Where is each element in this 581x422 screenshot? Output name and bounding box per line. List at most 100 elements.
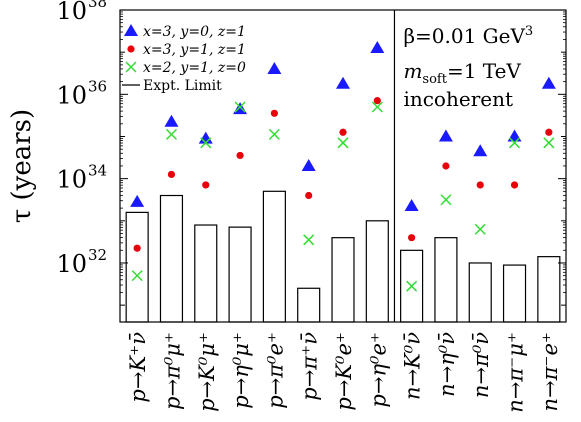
x-category-label: p→K⁰e⁺ (332, 332, 356, 411)
cross-point (406, 280, 418, 292)
cross-point (200, 137, 212, 149)
x-category-label: n→K⁰ν̄ (401, 332, 425, 400)
series-dot (133, 97, 553, 252)
triangle-point (473, 144, 488, 157)
cross-point (474, 223, 486, 235)
y-tick-label: 10 (56, 250, 87, 278)
legend: x=3, y=0, z=1 x=3, y=1, z=1 x=2, y=1, z=0 E… (122, 24, 246, 94)
triangle-point (507, 129, 522, 142)
cross-stroke (268, 128, 280, 140)
y-tick-label: 10 (56, 81, 87, 109)
cross-stroke (474, 223, 486, 235)
x-category-label: p→π⁰e⁺ (263, 332, 287, 409)
cross-stroke (234, 101, 246, 113)
dot-point (408, 234, 416, 242)
y-tick-exponent: 38 (88, 0, 107, 11)
cross-stroke (440, 194, 452, 206)
cross-stroke (125, 61, 137, 73)
cross-stroke (406, 280, 418, 292)
dot-point (373, 97, 381, 105)
expt-limit-bar (297, 287, 321, 323)
legend-label: x=3, y=0, z=1 (143, 24, 246, 40)
dot-point (236, 151, 244, 160)
expt-limit-bar (125, 211, 149, 323)
triangle-point (370, 40, 385, 53)
triangle-point (233, 102, 248, 115)
triangle-point (198, 131, 213, 144)
x-category-label: p→η⁰e⁺ (366, 332, 390, 408)
triangle-point (267, 62, 282, 75)
cross-stroke (200, 137, 212, 149)
annotation-beta-exponent: 3 (525, 24, 533, 39)
expt-limit-bar (400, 249, 424, 323)
x-category-label: p→π⁺ν̄ (298, 332, 322, 401)
triangle-point (541, 76, 556, 89)
expt-limit-bar (502, 264, 527, 323)
triangle-point (124, 24, 138, 36)
y-tick-exponent: 34 (88, 162, 107, 180)
y-tick-exponent: 32 (88, 246, 107, 264)
cross-stroke (337, 137, 349, 149)
cross-point (303, 234, 315, 246)
annotation-msoft-value: =1 TeV (447, 59, 521, 83)
cross-point (337, 137, 349, 149)
dot-point (476, 181, 484, 189)
annotation-incoherent: incoherent (403, 87, 513, 111)
triangle-point (164, 114, 179, 127)
dot-point (305, 191, 313, 200)
expt-limit-bar (228, 226, 252, 323)
series-cross (131, 101, 555, 292)
legend-label: x=2, y=1, z=0 (143, 60, 246, 76)
dot-point (510, 181, 519, 189)
cross-point (268, 128, 280, 140)
data-points (130, 40, 556, 292)
expt-limit-bar (262, 190, 286, 323)
cross-stroke (371, 101, 383, 113)
expt-limit-bars (125, 190, 561, 323)
x-category-label: p→K⁰μ⁺ (195, 332, 219, 412)
expt-limit-bar (159, 194, 184, 323)
triangle-point (404, 199, 419, 212)
expt-limit-bar (194, 224, 218, 323)
dot-point (167, 170, 176, 179)
y-tick-label: 10 (56, 0, 87, 25)
legend-label: x=3, y=1, z=1 (143, 42, 246, 58)
cross-point (234, 101, 246, 113)
expt-limit-bar (331, 237, 355, 323)
cross-stroke (165, 128, 177, 140)
x-category-label: p→η⁰μ⁺ (229, 332, 253, 409)
triangle-point (301, 159, 316, 171)
expt-limit-bar (434, 237, 458, 323)
x-category-label: n→π⁻μ⁺ (504, 332, 528, 413)
triangle-point (130, 194, 145, 207)
x-category-label: n→π⁻e⁺ (538, 332, 562, 412)
dot-point (545, 128, 553, 136)
annotation-msoft-symbol: m (403, 59, 422, 83)
expt-limit-bar (365, 220, 389, 323)
annotation-msoft: msoft=1 TeV (403, 59, 521, 87)
expt-limit-bar (468, 262, 492, 323)
x-category-label: p→π⁰μ⁺ (160, 332, 184, 410)
triangle-point (438, 129, 453, 142)
cross-point (371, 101, 383, 113)
dot-point (442, 162, 450, 170)
triangle-point (336, 76, 350, 89)
x-category-label: n→η⁰ν̄ (435, 332, 459, 397)
cross-stroke (131, 270, 143, 282)
cross-stroke (303, 234, 315, 246)
dot-point (270, 109, 278, 117)
x-category-label: p→K⁺ν̄ (126, 332, 150, 403)
dot-point (202, 181, 210, 189)
legend-label: Expt. Limit (143, 78, 222, 94)
cross-point (440, 194, 452, 206)
y-tick-exponent: 36 (88, 77, 107, 95)
cross-point (131, 270, 143, 282)
cross-stroke (543, 137, 555, 149)
cross-point (509, 137, 521, 149)
annotation-beta: β=0.01 GeV3 (403, 24, 533, 48)
cross-stroke (509, 137, 521, 149)
cross-point (125, 61, 137, 73)
